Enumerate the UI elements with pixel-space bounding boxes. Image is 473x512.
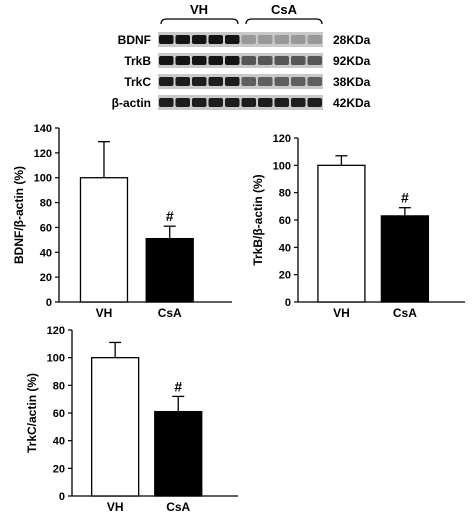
blot-band [241, 98, 256, 107]
x-category-label: VH [96, 306, 113, 320]
bar-csa [380, 215, 430, 303]
blot-bracket-vh [160, 18, 239, 25]
blot-band [192, 98, 207, 107]
blot-band [307, 56, 322, 65]
x-category-label: CsA [166, 500, 190, 512]
blot-protein-label: TrkB [124, 54, 151, 68]
bar-vh [91, 357, 140, 497]
bar-vh [79, 177, 129, 303]
blot-size-label: 28KDa [333, 33, 371, 47]
y-tick-label: 120 [34, 148, 52, 160]
y-axis-label: TrkB/β-actin (%) [251, 174, 265, 265]
blot-band [291, 35, 306, 44]
blot-group-label-vh: VH [190, 2, 208, 17]
blot-size-label: 92KDa [333, 54, 371, 68]
blot-group-label-csa: CsA [271, 2, 298, 17]
x-category-label: VH [107, 500, 124, 512]
blot-band [225, 98, 240, 107]
blot-band [208, 77, 223, 86]
y-axis-label: BDNF/β-actin (%) [12, 166, 26, 264]
blot-band [225, 56, 240, 65]
y-tick-label: 120 [47, 325, 65, 337]
bdnf-bar-chart: 0 20 40 60 80 100 120 140 BDNF/β-actin (%) VH # CsA [12, 123, 232, 320]
blot-protein-label: β-actin [112, 96, 151, 110]
bar-csa [145, 237, 194, 303]
blot-band [258, 35, 273, 44]
y-tick-label: 60 [53, 408, 65, 420]
blot-band [208, 98, 223, 107]
bar-csa [154, 410, 203, 497]
y-tick-label: 60 [279, 215, 291, 227]
blot-band [175, 35, 190, 44]
blot-size-label: 42KDa [333, 96, 371, 110]
blot-band [274, 35, 289, 44]
x-category-label: CsA [158, 306, 182, 320]
blot-band [192, 77, 207, 86]
x-category-label: VH [333, 306, 350, 320]
y-tick-label: 40 [279, 242, 291, 254]
blot-band [192, 56, 207, 65]
blot-band [241, 56, 256, 65]
blot-band [159, 77, 174, 86]
blot-band [258, 56, 273, 65]
blot-band [258, 98, 273, 107]
y-tick-label: 100 [47, 353, 65, 365]
y-tick-label: 40 [40, 247, 52, 259]
y-tick-label: 80 [279, 188, 291, 200]
bar-vh [317, 164, 366, 303]
blot-band [175, 56, 190, 65]
blot-protein-label: BDNF [118, 33, 151, 47]
x-category-label: CsA [393, 306, 417, 320]
blot-band [274, 98, 289, 107]
y-tick-label: 20 [279, 270, 291, 282]
y-tick-label: 60 [40, 222, 52, 234]
blot-band [175, 98, 190, 107]
blot-band [291, 98, 306, 107]
blot-band [241, 35, 256, 44]
blot-protein-label: TrkC [124, 75, 151, 89]
y-tick-label: 40 [53, 436, 65, 448]
blot-band [208, 35, 223, 44]
y-tick-label: 0 [59, 491, 65, 503]
blot-band [307, 98, 322, 107]
blot-band [175, 77, 190, 86]
y-tick-label: 100 [273, 160, 291, 172]
blot-band [307, 35, 322, 44]
blot-band [208, 56, 223, 65]
blot-band [225, 77, 240, 86]
blot-band [258, 77, 273, 86]
blot-band [291, 56, 306, 65]
blot-band [241, 77, 256, 86]
blot-band [307, 77, 322, 86]
western-blot-panel: VH CsA BDNF 28KDa TrkB 92KDa TrkC 38KDa β-actin 4… [112, 2, 371, 110]
significance-marker: # [401, 190, 409, 206]
trkb-bar-chart: 0 20 40 60 80 100 120 TrkB/β-actin (%) VH # CsA [251, 133, 465, 320]
blot-band [159, 35, 174, 44]
blot-band [192, 35, 207, 44]
y-tick-label: 140 [34, 123, 52, 135]
y-tick-label: 0 [285, 297, 291, 309]
y-tick-label: 120 [273, 133, 291, 145]
y-tick-label: 100 [34, 173, 52, 185]
blot-band [291, 77, 306, 86]
blot-band [159, 56, 174, 65]
y-tick-label: 20 [53, 463, 65, 475]
blot-band [159, 98, 174, 107]
y-axis-label: TrkC/actin (%) [25, 373, 39, 453]
blot-band [274, 56, 289, 65]
y-tick-label: 80 [40, 198, 52, 210]
trkc-bar-chart: 0 20 40 60 80 100 120 TrkC/actin (%) VH # CsA [25, 325, 238, 512]
blot-bracket-csa [245, 18, 323, 25]
blot-size-label: 38KDa [333, 75, 371, 89]
y-tick-label: 20 [40, 272, 52, 284]
y-tick-label: 0 [46, 297, 52, 309]
blot-band [225, 35, 240, 44]
y-tick-label: 80 [53, 380, 65, 392]
significance-marker: # [174, 378, 182, 394]
blot-band [274, 77, 289, 86]
significance-marker: # [166, 208, 174, 224]
